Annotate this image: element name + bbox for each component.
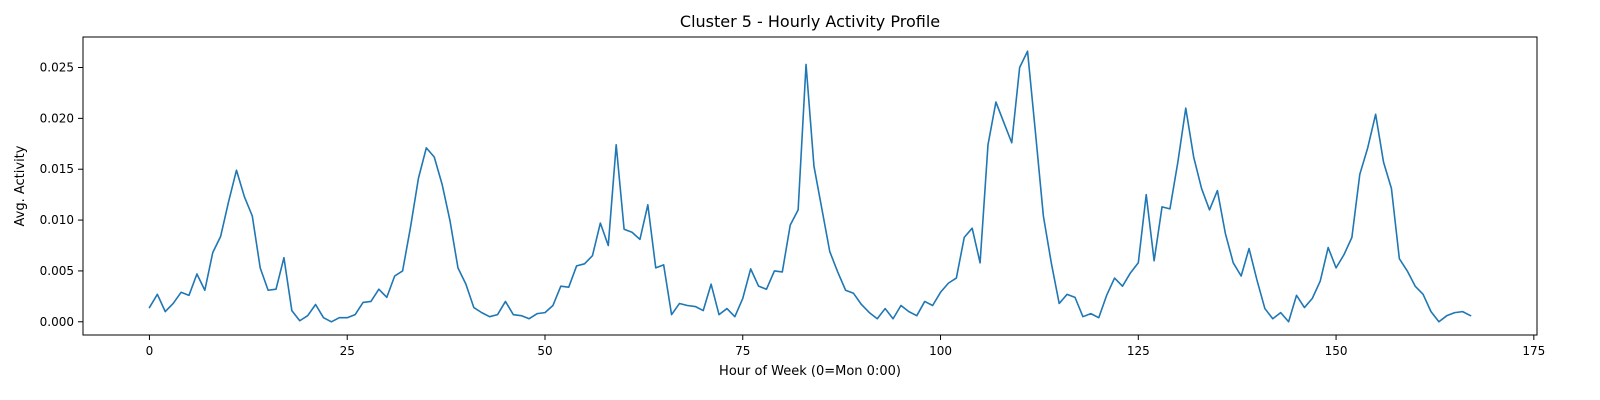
x-tick-label: 25 — [340, 344, 355, 358]
x-tick-label: 150 — [1325, 344, 1348, 358]
y-tick-label: 0.015 — [40, 162, 74, 176]
y-axis-ticks: 0.000 0.005 0.010 0.015 0.020 0.025 — [40, 61, 83, 329]
y-axis-label: Avg. Activity — [13, 145, 28, 226]
y-tick-label: 0.000 — [40, 315, 74, 329]
plot-area-frame — [82, 36, 1538, 336]
x-tick-label: 175 — [1522, 344, 1545, 358]
x-tick-label: 75 — [735, 344, 750, 358]
y-tick-label: 0.005 — [40, 264, 74, 278]
chart-title: Cluster 5 - Hourly Activity Profile — [680, 12, 940, 31]
x-tick-label: 100 — [929, 344, 952, 358]
x-axis-ticks: 0 25 50 75 100 125 150 175 — [146, 335, 1545, 358]
x-tick-label: 125 — [1127, 344, 1150, 358]
x-tick-label: 50 — [537, 344, 552, 358]
y-tick-label: 0.025 — [40, 61, 74, 75]
x-tick-label: 0 — [146, 344, 154, 358]
x-axis-label: Hour of Week (0=Mon 0:00) — [719, 364, 901, 379]
y-tick-label: 0.010 — [40, 213, 74, 227]
y-tick-label: 0.020 — [40, 111, 74, 125]
series-line — [148, 50, 1472, 323]
